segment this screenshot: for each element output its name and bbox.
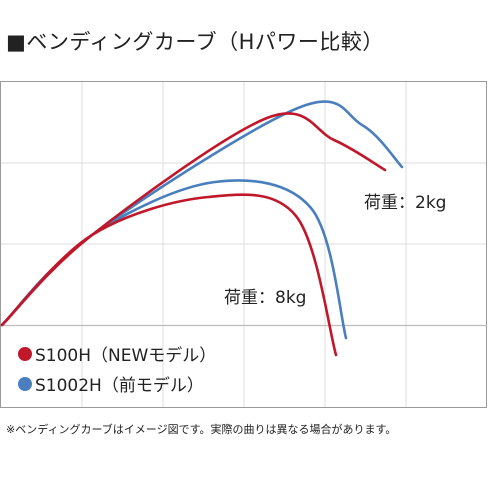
footnote: ※ベンディングカーブはイメージ図です。実際の曲りは異なる場合があります。 xyxy=(6,423,397,436)
load-8kg-label: 荷重：8kg xyxy=(224,288,306,308)
curve-s1002h-8kg xyxy=(0,179,348,340)
legend-marker-s1002h xyxy=(18,377,32,391)
plot-frame xyxy=(0,81,487,408)
chart-title: ■ベンディングカーブ（Hパワー比較） xyxy=(6,30,384,54)
legend-marker-s100h xyxy=(18,347,32,361)
load-2kg-label: 荷重：2kg xyxy=(364,193,446,213)
curve-s1002h-2kg xyxy=(0,100,404,327)
legend-label-s1002h: S1002H（前モデル） xyxy=(35,375,204,396)
legend-label-s100h: S100H（NEWモデル） xyxy=(35,345,216,366)
legend: S100H（NEWモデル） S1002H（前モデル） xyxy=(18,345,216,396)
curve-s100h-2kg xyxy=(0,112,387,327)
curve-s100h-8kg xyxy=(0,193,338,357)
curves xyxy=(0,100,404,357)
